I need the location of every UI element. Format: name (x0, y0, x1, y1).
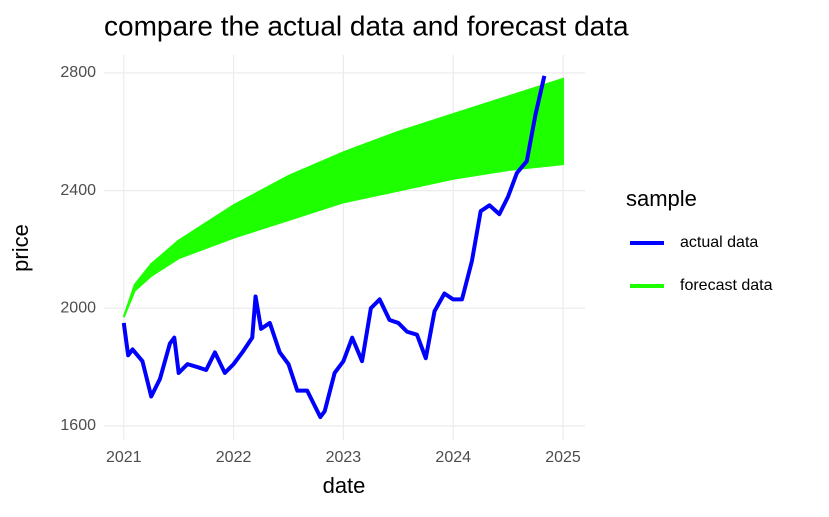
y-tick-label: 2800 (60, 64, 96, 81)
legend-label: actual data (680, 234, 758, 251)
chart-title: compare the actual data and forecast dat… (104, 10, 629, 41)
forecast-band (122, 77, 565, 318)
x-tick-label: 2025 (545, 449, 581, 466)
x-tick-label: 2022 (216, 449, 252, 466)
legend-title: sample (626, 186, 697, 211)
y-axis-title: price (8, 224, 33, 272)
x-axis-title: date (323, 473, 366, 498)
y-tick-label: 1600 (60, 417, 96, 434)
x-tick-label: 2021 (106, 449, 142, 466)
actual-line (121, 75, 547, 420)
x-tick-label: 2024 (435, 449, 471, 466)
x-tick-label: 2023 (326, 449, 362, 466)
y-tick-label: 2400 (60, 182, 96, 199)
legend-label: forecast data (680, 277, 773, 294)
y-tick-label: 2000 (60, 299, 96, 316)
